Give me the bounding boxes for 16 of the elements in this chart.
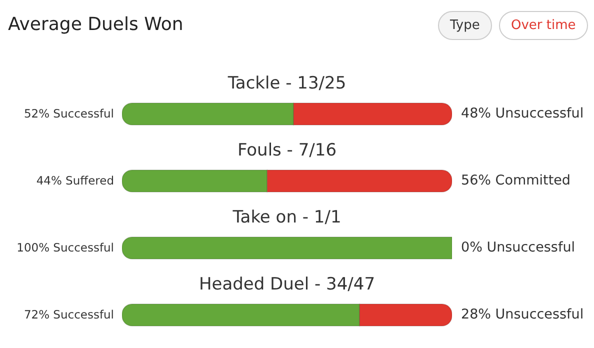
toggle-button: Type xyxy=(438,11,492,40)
y-tick-label: Fouls - 7/16 xyxy=(237,140,337,160)
data-label: 56% Committed xyxy=(461,172,570,188)
bar xyxy=(122,236,452,260)
toggle-button: Over time xyxy=(499,11,588,40)
data-label: 100% Successful xyxy=(16,240,114,254)
data-label: 28% Unsuccessful xyxy=(461,306,584,322)
chart-title: Average Duels Won xyxy=(8,14,184,35)
y-tick-label: Headed Duel - 34/47 xyxy=(198,274,376,294)
data-label: 52% Successful xyxy=(24,106,114,120)
data-label: 48% Unsuccessful xyxy=(461,106,584,122)
y-tick-label: Tackle - 13/25 xyxy=(226,74,346,94)
data-label: 0% Unsuccessful xyxy=(461,240,576,256)
data-label: 44% Suffered xyxy=(36,174,114,188)
y-tick-label: Take on - 1/1 xyxy=(232,208,342,228)
data-label: 72% Successful xyxy=(24,308,114,322)
